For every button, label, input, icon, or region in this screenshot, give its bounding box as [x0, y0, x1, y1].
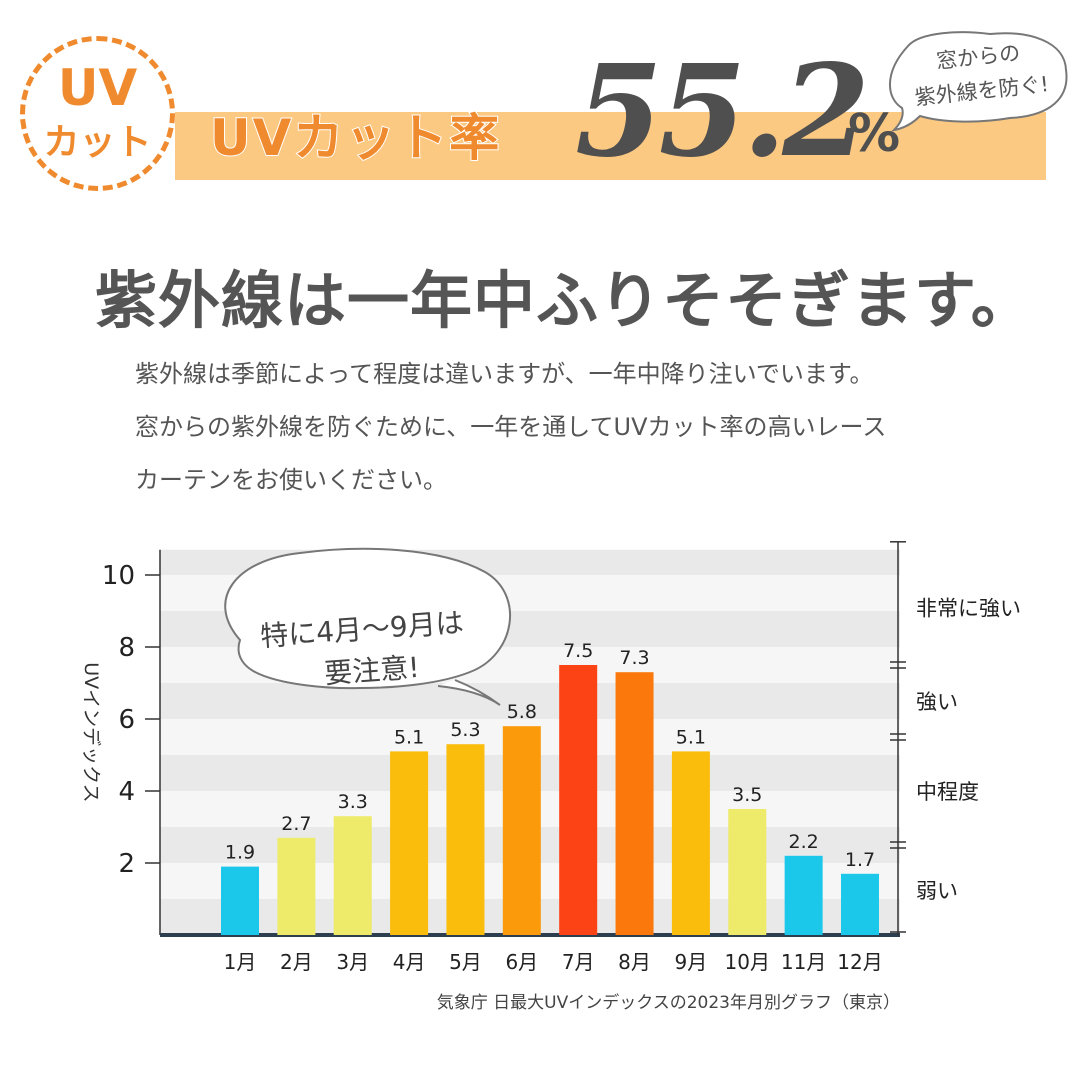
- value-label: 1.7: [845, 849, 875, 871]
- value-label: 5.1: [676, 726, 706, 748]
- x-tick-label: 10月: [725, 950, 770, 974]
- bar: [615, 672, 654, 935]
- value-label: 5.1: [394, 726, 424, 748]
- bar: [390, 751, 429, 935]
- grid-band: [160, 683, 900, 719]
- annotation-pointer: [437, 679, 501, 706]
- bar: [671, 751, 710, 935]
- bar: [446, 744, 485, 935]
- bar: [559, 665, 598, 935]
- value-label: 1.9: [225, 842, 255, 864]
- uv-level-label: 中程度: [916, 780, 979, 804]
- annotation-bubble-icon: [224, 547, 511, 690]
- x-tick-label: 3月: [336, 950, 369, 974]
- y-tick-label: 10: [102, 561, 135, 591]
- uv-level-label: 弱い: [916, 879, 958, 903]
- bar: [728, 809, 767, 935]
- x-tick-label: 7月: [562, 950, 595, 974]
- y-tick-label: 2: [118, 849, 135, 879]
- bar: [841, 873, 879, 935]
- headline: 紫外線は一年中ふりそそぎます。: [95, 264, 1034, 337]
- bar: [221, 866, 259, 935]
- uv-index-chart: 2 4 6 8 10 UVインデックス 1.9 2.7 3.3 5.1 5.3 5.8 7.5 7.3…: [80, 541, 1021, 974]
- uv-level-label: 非常に強い: [916, 596, 1021, 620]
- x-tick-label: 5月: [449, 950, 482, 974]
- x-tick-label: 4月: [393, 950, 426, 974]
- x-tick-label: 8月: [618, 950, 651, 974]
- y-tick-label: 8: [118, 633, 135, 663]
- uv-cut-rate-value: 55.2: [575, 37, 870, 185]
- value-label: 5.3: [450, 719, 480, 741]
- callout-bubble-icon: [889, 31, 1068, 132]
- uv-level-scale: 弱い 中程度 強い 非常に強い: [890, 541, 1021, 935]
- body-line-1: 紫外線は季節によって程度は違いますが、一年中降り注いでいます。: [135, 360, 874, 388]
- value-label: 2.2: [789, 831, 819, 853]
- badge-top-text: UV: [57, 59, 138, 117]
- value-label: 5.8: [507, 701, 537, 723]
- bar: [277, 837, 316, 935]
- x-tick-label: 12月: [837, 950, 882, 974]
- value-label: 3.5: [732, 784, 762, 806]
- body-line-2: 窓からの紫外線を防ぐために、一年を通してUVカット率の高いレース: [135, 413, 887, 441]
- badge-bottom-text: カット: [43, 122, 152, 163]
- annotation-bubble: 特に4月～9月は 要注意!: [224, 547, 511, 706]
- value-label: 7.5: [563, 640, 593, 662]
- bar-series: [221, 665, 879, 935]
- y-tick-label: 6: [118, 705, 135, 735]
- x-tick-label: 9月: [675, 950, 708, 974]
- uv-cut-rate-unit: %: [848, 104, 901, 164]
- value-label: 3.3: [338, 791, 368, 813]
- y-axis-label: UVインデックス: [80, 662, 102, 802]
- body-paragraph: 紫外線は季節によって程度は違いますが、一年中降り注いでいます。 窓からの紫外線を…: [135, 348, 1015, 507]
- x-tick-label: 1月: [224, 950, 257, 974]
- x-tick-label: 11月: [781, 950, 826, 974]
- bar: [333, 816, 372, 935]
- bar: [784, 855, 823, 935]
- body-line-3: カーテンをお使いください。: [135, 466, 447, 494]
- value-label: 7.3: [619, 647, 649, 669]
- x-tick-label: 2月: [280, 950, 313, 974]
- uv-cut-badge: UV カット: [20, 36, 175, 191]
- annotation-line-2: 要注意!: [323, 651, 420, 691]
- value-label: 2.7: [281, 813, 311, 835]
- bar: [502, 726, 541, 935]
- uv-cut-rate-label: UVカット率: [209, 108, 502, 168]
- x-tick-label: 6月: [505, 950, 538, 974]
- x-axis-labels: 1月 2月 3月 4月 5月 6月 7月 8月 9月 10月 11月 12月: [224, 950, 883, 974]
- y-tick-label: 4: [118, 777, 135, 807]
- value-labels: 1.9 2.7 3.3 5.1 5.3 5.8 7.5 7.3 5.1 3.5 2.2 1.7: [225, 640, 875, 871]
- uv-level-label: 強い: [916, 690, 958, 714]
- header-banner: UV カット UVカット率 55.2 % 窓からの 紫外線を防ぐ!: [0, 0, 1080, 230]
- chart-source: 気象庁 日最大UVインデックスの2023年月別グラフ（東京）: [436, 993, 900, 1013]
